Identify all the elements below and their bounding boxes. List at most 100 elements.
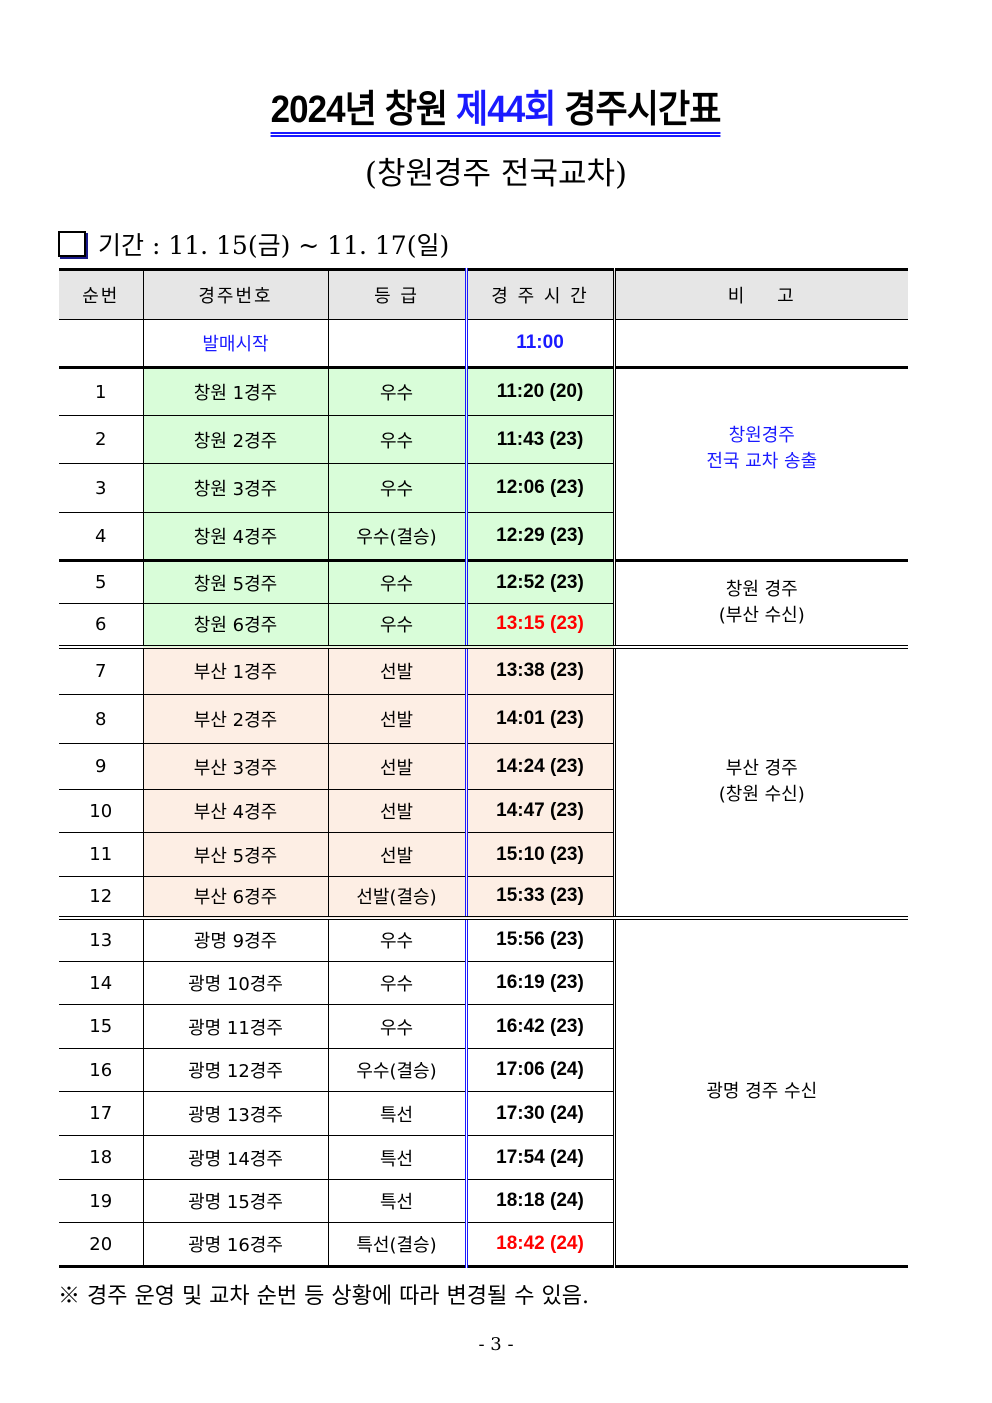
row-number: 20 (59, 1222, 143, 1268)
race-name: 부산 3경주 (142, 743, 328, 790)
header-no: 순번 (59, 268, 143, 320)
header-grade: 등 급 (327, 268, 468, 320)
table-row: 4 창원 4경주 우수(결승) 12:29 (23) (59, 512, 908, 562)
sale-start-time: 11:00 (465, 319, 616, 369)
race-grade: 특선(결승) (327, 1222, 468, 1268)
race-time: 14:24 (23) (465, 743, 616, 790)
race-name: 광명 16경주 (142, 1222, 328, 1268)
row-number: 16 (59, 1048, 143, 1092)
table-row: 2 창원 2경주 우수 11:43 (23) (59, 415, 908, 464)
race-time: 15:56 (23) (465, 917, 616, 962)
row-number: 17 (59, 1091, 143, 1136)
race-time: 14:01 (23) (465, 694, 616, 744)
table-row: 7 부산 1경주 선발 13:38 (23) 부산 경주 (창원 수신) (59, 646, 908, 920)
race-time: 18:42 (24) (465, 1222, 616, 1268)
row-number: 4 (59, 512, 143, 562)
race-grade: 우수(결승) (327, 1048, 468, 1092)
race-name: 창원 5경주 (142, 560, 328, 604)
remark-line: 창원 경주 (725, 579, 798, 601)
race-time: 12:52 (23) (465, 560, 616, 604)
race-name: 창원 1경주 (142, 367, 328, 416)
race-time: 14:47 (23) (465, 789, 616, 833)
race-time: 13:15 (23) (465, 603, 616, 649)
race-name: 광명 9경주 (142, 917, 328, 962)
table-row: 13 광명 9경주 우수 15:56 (23) 광명 경주 수신 (59, 917, 908, 1268)
race-name: 부산 2경주 (142, 694, 328, 744)
sale-start-row: 발매시작 11:00 (59, 319, 908, 369)
race-name: 창원 4경주 (142, 512, 328, 562)
race-time: 17:54 (24) (465, 1135, 616, 1180)
remark-line: 전국 교차 송출 (706, 451, 818, 472)
remark-line: 창원경주 (728, 425, 795, 446)
table-row: 11 부산 5경주 선발 15:10 (23) (59, 832, 908, 877)
row-number: 12 (59, 876, 143, 920)
race-grade: 선발 (327, 743, 468, 790)
race-grade: 우수 (327, 603, 468, 649)
race-name: 부산 6경주 (142, 876, 328, 920)
row-number: 1 (59, 367, 143, 416)
table-row: 12 부산 6경주 선발(결승) 15:33 (23) (59, 876, 908, 920)
race-time: 18:18 (24) (465, 1179, 616, 1223)
race-grade: 특선 (327, 1135, 468, 1180)
race-grade: 우수 (327, 1004, 468, 1049)
remark-line: 부산 경주 (725, 758, 798, 779)
table-row: 6 창원 6경주 우수 13:15 (23) (59, 603, 908, 649)
title-suffix: 경주시간표 (555, 89, 722, 131)
race-grade: 선발(결승) (327, 876, 468, 920)
row-number: 7 (59, 646, 143, 695)
remark-line: (창원 수신) (718, 784, 805, 805)
race-name: 부산 4경주 (142, 789, 328, 833)
table-row: 5 창원 5경주 우수 12:52 (23) 창원 경주 (부산 수신) (59, 560, 908, 649)
period-line: 기간 : 11. 15(금) ~ 11. 17(일) (58, 226, 449, 262)
table-row: 1 창원 1경주 우수 11:20 (20) 창원경주 전국 교차 송출 (59, 367, 908, 562)
race-time: 16:42 (23) (465, 1004, 616, 1049)
remark-line: (부산 수신) (718, 605, 805, 627)
race-grade: 특선 (327, 1091, 468, 1136)
race-grade: 우수 (327, 415, 468, 464)
row-number: 5 (59, 560, 143, 604)
row-number: 18 (59, 1135, 143, 1180)
table-row: 18 광명 14경주 특선 17:54 (24) (59, 1135, 908, 1180)
race-grade: 우수 (327, 463, 468, 513)
race-time: 11:43 (23) (465, 415, 616, 464)
race-grade: 우수 (327, 560, 468, 604)
row-number: 19 (59, 1179, 143, 1223)
title-year: 2024년 창원 (271, 89, 457, 131)
checkbox-icon (58, 231, 86, 257)
race-grade: 우수 (327, 917, 468, 962)
row-number: 14 (59, 961, 143, 1005)
race-grade: 우수(결승) (327, 512, 468, 562)
race-time: 15:10 (23) (465, 832, 616, 877)
table-row: 9 부산 3경주 선발 14:24 (23) (59, 743, 908, 790)
table-row: 16 광명 12경주 우수(결승) 17:06 (24) (59, 1048, 908, 1092)
schedule-table: 순번 경주번호 등 급 경 주 시 간 비 고 발매시작 11:00 1 창원 1… (59, 268, 908, 1268)
race-grade: 선발 (327, 646, 468, 695)
race-grade: 우수 (327, 961, 468, 1005)
race-name: 광명 13경주 (142, 1091, 328, 1136)
race-time: 12:06 (23) (465, 463, 616, 513)
race-time: 17:06 (24) (465, 1048, 616, 1092)
row-number: 15 (59, 1004, 143, 1049)
table-row: 10 부산 4경주 선발 14:47 (23) (59, 789, 908, 833)
sale-start-label: 발매시작 (142, 319, 328, 369)
race-time: 13:38 (23) (465, 646, 616, 695)
table-row: 3 창원 3경주 우수 12:06 (23) (59, 463, 908, 513)
race-grade: 선발 (327, 832, 468, 877)
table-row: 17 광명 13경주 특선 17:30 (24) (59, 1091, 908, 1136)
race-name: 창원 6경주 (142, 603, 328, 649)
race-time: 16:19 (23) (465, 961, 616, 1005)
row-number: 13 (59, 917, 143, 962)
row-number: 8 (59, 694, 143, 744)
race-grade: 특선 (327, 1179, 468, 1223)
table-row: 15 광명 11경주 우수 16:42 (23) (59, 1004, 908, 1049)
race-time: 11:20 (20) (465, 367, 616, 416)
race-name: 창원 2경주 (142, 415, 328, 464)
page-number: - 3 - (478, 1334, 514, 1355)
row-number: 11 (59, 832, 143, 877)
race-name: 광명 15경주 (142, 1179, 328, 1223)
race-name: 광명 12경주 (142, 1048, 328, 1092)
race-name: 광명 14경주 (142, 1135, 328, 1180)
row-number: 6 (59, 603, 143, 649)
race-time: 15:33 (23) (465, 876, 616, 920)
